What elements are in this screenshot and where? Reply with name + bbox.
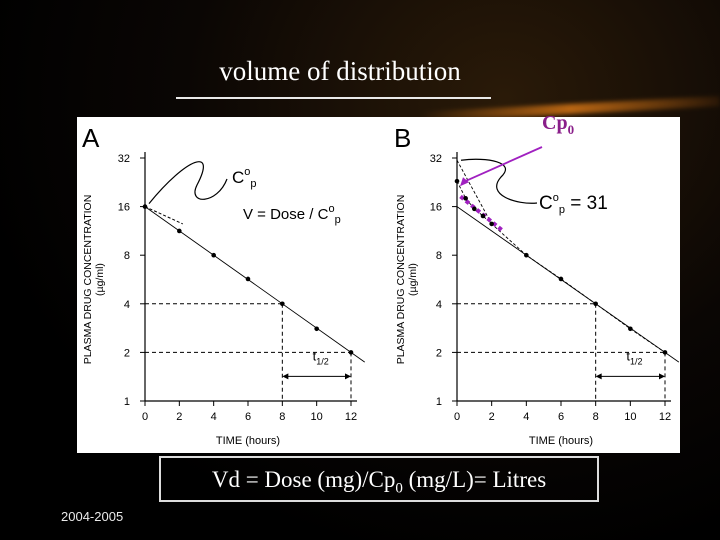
panel-a-y-tick-label: 32 xyxy=(118,153,130,165)
panel-b-data-point xyxy=(593,301,598,307)
panel-b-data-point xyxy=(454,178,460,184)
panel-a-data-point xyxy=(142,204,148,209)
panel-a-y-tick-label: 16 xyxy=(118,202,130,214)
panel-b-y-tick-label: 2 xyxy=(436,347,442,359)
panel-b-data-point xyxy=(628,326,633,332)
panel-b-cp0-arrowhead xyxy=(460,177,469,187)
panel-b-letter: B xyxy=(394,123,411,153)
slide-title: volume of distribution xyxy=(219,56,461,86)
panel-b-data-point xyxy=(524,252,529,258)
panel-a-cp0-label-part: C xyxy=(232,168,244,187)
panel-a-y-tick-label: 2 xyxy=(124,347,130,359)
panel-b-x-label: TIME (hours) xyxy=(529,435,593,447)
panel-a-letter: A xyxy=(82,123,100,153)
panel-a-halflife-label: t1/2 xyxy=(313,349,329,367)
panel-a-volume-label-part: p xyxy=(335,214,341,226)
panel-a-y-label-unit: (µg/ml) xyxy=(94,263,106,296)
panel-a-y-tick-label: 4 xyxy=(124,299,130,311)
formula-sub: 0 xyxy=(395,480,403,497)
panel-a-x-tick-label: 4 xyxy=(211,411,217,423)
panel-b-data-point xyxy=(489,221,494,227)
panel-b-cp0-pointer xyxy=(460,158,538,204)
panel-b-x-tick-label: 0 xyxy=(454,411,460,423)
panel-a-cp0-label-part: o xyxy=(244,166,250,178)
panel-b-y-tick-label: 1 xyxy=(436,396,442,408)
panel-a-halflife-label-part: 1/2 xyxy=(316,357,329,367)
formula-part2: (mg/L)= Litres xyxy=(402,467,547,492)
panel-a-cp0-pointer xyxy=(148,161,228,204)
panel-b-x-tick-label: 8 xyxy=(593,411,599,423)
panel-b-cp0-label: Cop = 31 xyxy=(539,192,608,216)
panel-a-x-tick-label: 0 xyxy=(142,411,148,423)
cp0-callout-sub: 0 xyxy=(567,122,575,137)
panel-b-x-tick-label: 10 xyxy=(624,411,636,423)
figure-panel: A 1 2 4 8 16 32 0 2 4 6 8 10 12 TIME (hours) PLASMA DRU… xyxy=(77,117,680,453)
panel-b-halflife-label: t1/2 xyxy=(626,349,642,367)
panel-a-y-tick-label: 8 xyxy=(124,250,130,262)
panel-a-data-point xyxy=(245,276,251,282)
panel-b-cp0-label-part: = 31 xyxy=(565,193,608,214)
cp0-callout-text: Cp xyxy=(542,112,568,134)
panel-a-halflife-arrowhead-right xyxy=(345,373,351,380)
panel-a-x-label: TIME (hours) xyxy=(216,435,280,447)
panel-b-y-label-unit: (µg/ml) xyxy=(407,263,419,296)
panel-b-cp0-label-part: C xyxy=(539,193,553,214)
year-label: 2004-2005 xyxy=(61,509,124,524)
panel-a-halflife-arrowhead-left xyxy=(282,373,289,380)
panel-b-halflife-arrowhead-right xyxy=(659,373,665,380)
panel-a-volume-label-part: o xyxy=(328,203,334,215)
panel-b-highlight-dots xyxy=(459,194,506,234)
panel-a-initial-dashes xyxy=(144,206,183,225)
panel-b-halflife-arrowhead-left xyxy=(595,373,602,380)
panel-b-halflife-label-part: 1/2 xyxy=(630,357,643,367)
panel-a-fit-line xyxy=(144,206,365,363)
panel-b-x-tick-label: 6 xyxy=(558,411,564,423)
panel-a-y-label: PLASMA DRUG CONCENTRATION xyxy=(82,195,94,365)
panel-b-data-point xyxy=(472,206,477,212)
panel-a-cp0-label: Cop xyxy=(232,166,257,190)
panel-b-distribution-curve xyxy=(456,180,666,353)
panel-b-x-tick-label: 4 xyxy=(523,411,529,423)
panel-b-y-tick-label: 8 xyxy=(436,250,442,262)
panel-a-data-point xyxy=(314,326,319,332)
panel-a-data-point xyxy=(211,252,216,258)
panel-b-cp0-label-part: o xyxy=(553,192,559,204)
panel-b-cp0-label-part: p xyxy=(559,204,565,216)
panel-a-x-tick-label: 10 xyxy=(311,411,323,423)
panel-b-x-tick-label: 12 xyxy=(659,411,671,423)
panel-b-y-tick-label: 32 xyxy=(430,153,442,165)
panel-a-cp0-label-part: p xyxy=(250,178,256,190)
formula-box: Vd = Dose (mg)/Cp0 (mg/L)= Litres xyxy=(159,456,599,502)
panel-a-volume-label: V = Dose / Cop xyxy=(243,203,341,226)
panel-b-y-tick-label: 16 xyxy=(430,202,442,214)
panel-a-halflife-label-part: t xyxy=(313,349,317,364)
panel-b-y-label: PLASMA DRUG CONCENTRATION xyxy=(395,195,407,365)
panel-a-data-point xyxy=(177,228,182,234)
panel-a-x-tick-label: 12 xyxy=(345,411,357,423)
panel-b-x-tick-label: 2 xyxy=(489,411,495,423)
panel-a-volume-label-part: V = Dose / C xyxy=(243,206,329,223)
panel-b-halflife-label-part: t xyxy=(626,349,630,364)
panel-b-y-tick-label: 4 xyxy=(436,299,442,311)
panel-b-data-point xyxy=(480,213,486,219)
panel-a-y-tick-label: 1 xyxy=(124,396,130,408)
title-underline xyxy=(176,97,491,99)
panel-a-x-tick-label: 8 xyxy=(279,411,285,423)
formula-part1: Vd = Dose (mg)/Cp xyxy=(211,467,396,492)
panel-b-cp0-arrow xyxy=(462,146,543,184)
panel-a-x-tick-label: 2 xyxy=(176,411,182,423)
panel-a-data-point xyxy=(280,301,285,307)
panel-b-data-point xyxy=(558,276,564,282)
cp0-callout-label: Cp0 xyxy=(542,112,574,138)
panel-b-data-point xyxy=(463,196,468,201)
panel-a-x-tick-label: 6 xyxy=(245,411,251,423)
panel-b-extrapolation xyxy=(456,160,493,225)
panel-b-fit-line xyxy=(456,206,680,363)
